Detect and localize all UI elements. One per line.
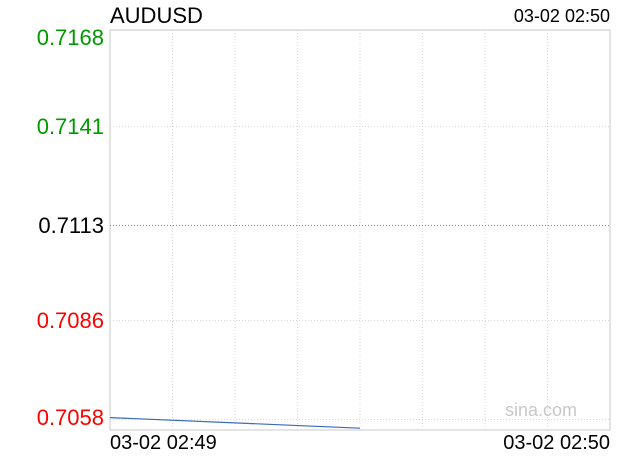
x-label-end: 03-02 02:50: [503, 432, 610, 454]
y-tick-label: 0.7086: [36, 307, 104, 333]
y-tick-label: 0.7168: [36, 25, 104, 50]
timestamp: 03-02 02:50: [513, 6, 610, 26]
watermark: sina.com: [505, 400, 578, 420]
x-label-start: 03-02 02:49: [110, 432, 217, 454]
y-tick-label: 0.7113: [38, 212, 104, 238]
y-tick-label: 0.7058: [36, 405, 104, 430]
chart-title: AUDUSD: [110, 3, 203, 28]
price-line: [109, 417, 361, 429]
y-tick-label: 0.7141: [36, 113, 104, 139]
